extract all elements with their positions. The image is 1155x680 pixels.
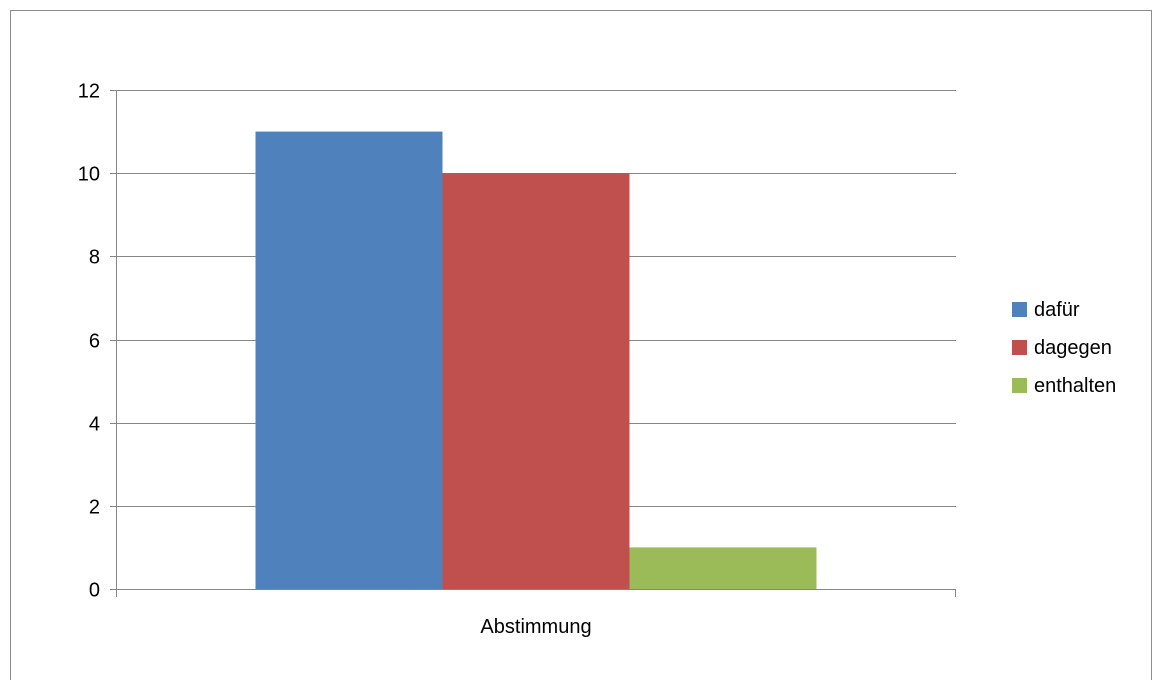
category-label: Abstimmung <box>480 616 591 638</box>
bars <box>255 131 817 590</box>
bar-enthalten <box>629 547 817 589</box>
category-labels: Abstimmung <box>480 616 591 638</box>
legend-swatch <box>1012 302 1027 317</box>
y-tick-label: 10 <box>78 164 100 186</box>
y-tick-label: 8 <box>89 247 100 269</box>
bar-dagegen <box>442 173 630 589</box>
bar-dafür <box>255 131 443 590</box>
y-tick-label: 0 <box>89 580 100 602</box>
legend-label: dafür <box>1034 299 1080 321</box>
legend-label: enthalten <box>1034 375 1116 397</box>
y-tick-labels: 0 2 4 6 8 10 12 <box>78 81 100 602</box>
legend-swatch <box>1012 340 1027 355</box>
y-tick-label: 2 <box>89 497 100 519</box>
y-tick-label: 4 <box>89 414 100 436</box>
y-tick-label: 12 <box>78 81 100 103</box>
chart-frame <box>10 10 1152 680</box>
axes <box>110 90 956 597</box>
legend-swatch <box>1012 378 1027 393</box>
legend-label: dagegen <box>1034 337 1112 359</box>
y-tick-label: 6 <box>89 331 100 353</box>
legend: dafür dagegen enthalten <box>1012 299 1116 397</box>
